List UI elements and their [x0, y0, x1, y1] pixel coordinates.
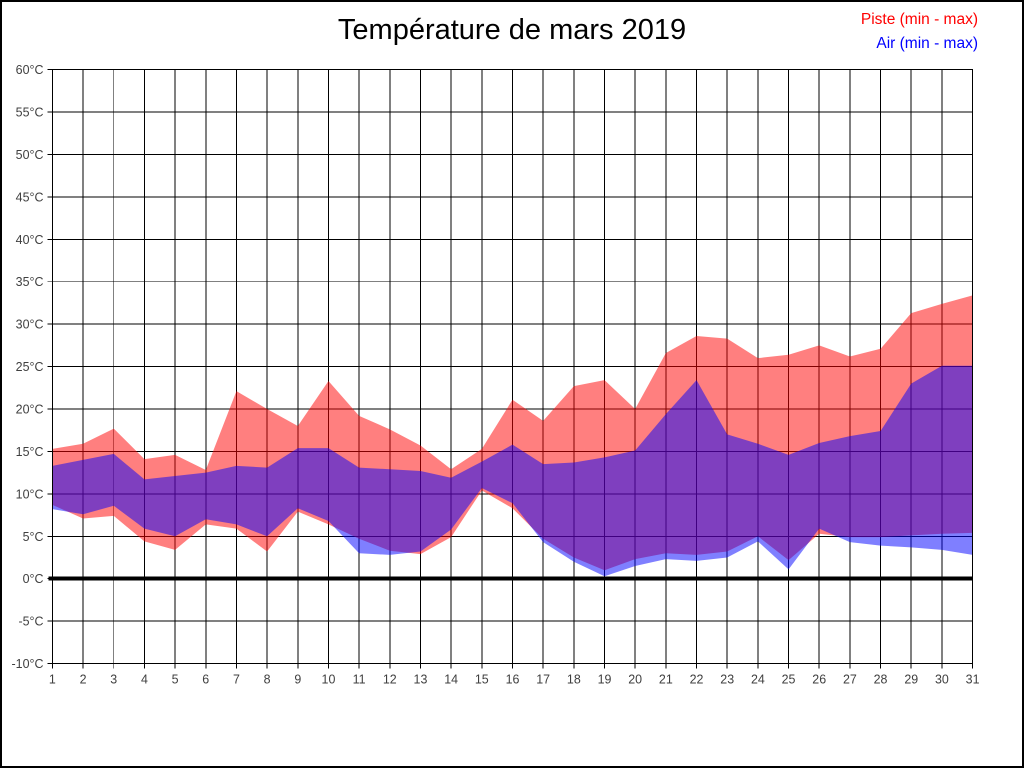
x-tick-label: 3 [110, 672, 117, 686]
x-tick-label: 7 [233, 672, 240, 686]
x-tick-label: 22 [690, 672, 704, 686]
air-range-band [52, 365, 973, 577]
y-tick-label: 30°C [16, 318, 44, 332]
y-tick-label: 0°C [23, 572, 44, 586]
chart-title: Température de mars 2019 [337, 14, 687, 46]
x-tick-label: 14 [444, 672, 458, 686]
x-tick-label: 20 [628, 672, 642, 686]
x-tick-label: 26 [812, 672, 826, 686]
y-tick-label: 25°C [16, 360, 44, 374]
legend-item-air: Air (min - max) [876, 35, 978, 52]
x-tick-label: 2 [80, 672, 87, 686]
y-tick-label: 10°C [16, 487, 44, 501]
x-tick-label: 25 [782, 672, 796, 686]
legend-item-piste: Piste (min - max) [860, 11, 978, 28]
x-tick-label: 31 [966, 672, 980, 686]
x-tick-label: 29 [904, 672, 918, 686]
legend: Piste (min - max) Air (min - max) [861, 8, 978, 56]
x-tick-label: 11 [353, 672, 366, 686]
x-tick-label: 23 [720, 672, 734, 686]
x-tick-label: 18 [567, 672, 581, 686]
x-tick-label: 17 [536, 672, 550, 686]
x-tick-label: 24 [751, 672, 765, 686]
x-tick-label: 15 [475, 672, 489, 686]
x-tick-label: 8 [264, 672, 271, 686]
y-tick-label: 50°C [16, 148, 44, 162]
x-tick-label: 19 [598, 672, 612, 686]
x-tick-label: 27 [843, 672, 857, 686]
y-tick-label: 40°C [16, 233, 44, 247]
y-tick-label: 5°C [23, 530, 44, 544]
x-tick-label: 16 [506, 672, 520, 686]
x-tick-label: 30 [935, 672, 949, 686]
x-tick-label: 9 [294, 672, 301, 686]
y-tick-label: 20°C [16, 402, 44, 416]
y-tick-label: 15°C [16, 445, 44, 459]
x-tick-label: 5 [172, 672, 179, 686]
x-tick-label: 13 [414, 672, 428, 686]
x-tick-label: 1 [49, 672, 56, 686]
x-tick-label: 21 [659, 672, 673, 686]
y-tick-label: 45°C [16, 190, 44, 204]
y-tick-label: 55°C [16, 106, 44, 120]
x-tick-label: 4 [141, 672, 148, 686]
y-tick-label: 35°C [16, 275, 44, 289]
x-tick-label: 6 [202, 672, 209, 686]
y-tick-label: 60°C [16, 63, 44, 77]
y-tick-label: -5°C [18, 615, 43, 629]
y-tick-label: -10°C [12, 657, 44, 671]
x-tick-label: 12 [383, 672, 397, 686]
x-tick-label: 28 [874, 672, 888, 686]
x-tick-label: 10 [322, 672, 336, 686]
